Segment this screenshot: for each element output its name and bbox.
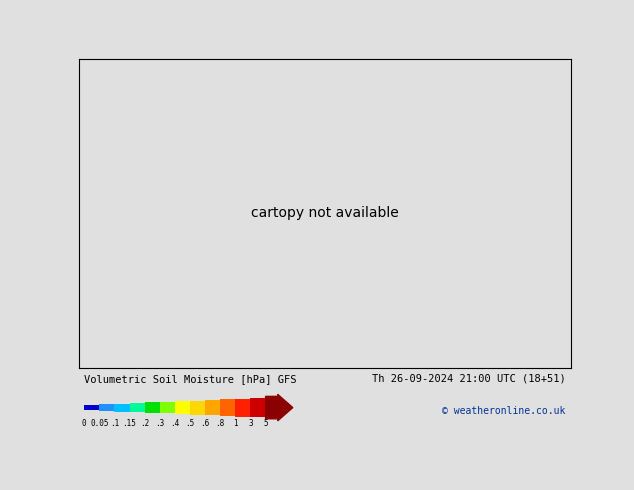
- Bar: [250, 398, 266, 417]
- Text: 0: 0: [82, 419, 86, 428]
- Text: 3: 3: [248, 419, 253, 428]
- Text: .8: .8: [216, 419, 225, 428]
- Bar: [235, 399, 250, 416]
- Bar: [175, 401, 190, 414]
- Text: .4: .4: [171, 419, 179, 428]
- Text: .6: .6: [200, 419, 210, 428]
- Text: 5: 5: [263, 419, 268, 428]
- Bar: [84, 405, 100, 410]
- Text: 1: 1: [233, 419, 238, 428]
- Bar: [220, 399, 235, 416]
- Text: Volumetric Soil Moisture [hPa] GFS: Volumetric Soil Moisture [hPa] GFS: [84, 373, 297, 384]
- Bar: [205, 400, 220, 415]
- Text: Th 26-09-2024 21:00 UTC (18+51): Th 26-09-2024 21:00 UTC (18+51): [372, 373, 566, 384]
- Bar: [145, 402, 160, 413]
- Bar: [114, 404, 129, 412]
- Bar: [160, 402, 175, 414]
- Text: .15: .15: [122, 419, 136, 428]
- Bar: [100, 404, 114, 411]
- Text: .3: .3: [155, 419, 164, 428]
- Text: cartopy not available: cartopy not available: [251, 206, 399, 220]
- FancyArrow shape: [266, 394, 293, 421]
- Text: © weatheronline.co.uk: © weatheronline.co.uk: [443, 406, 566, 416]
- Text: .2: .2: [140, 419, 149, 428]
- Text: .1: .1: [110, 419, 119, 428]
- Bar: [190, 400, 205, 415]
- Text: .5: .5: [185, 419, 195, 428]
- Text: 0.05: 0.05: [90, 419, 108, 428]
- Bar: [129, 403, 145, 412]
